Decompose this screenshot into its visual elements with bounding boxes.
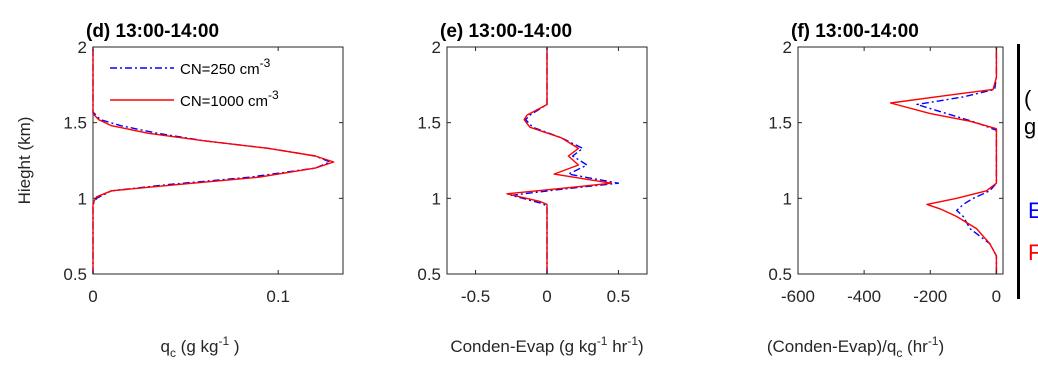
series-line-d-cn1000	[92, 47, 335, 274]
y-tick-label-f: 1	[783, 189, 792, 208]
legend-label-cn1000: CN=1000 cm-3	[180, 88, 279, 110]
series-line-e-cn250	[510, 47, 620, 274]
x-tick-label-e: -0.5	[461, 287, 490, 306]
panel-f: 0.5 1 1.5 2 -600 -400 -200 0 (f) 13:00-14:00 (Con…	[767, 21, 1004, 360]
series-line-e-cn1000	[506, 47, 612, 274]
panel-e: 0.5 1 1.5 2 -0.5 0 0.5 (e) 13:00-14:00 Conden-Ev…	[417, 21, 648, 356]
legend: CN=250 cm-3 CN=1000 cm-3	[110, 56, 279, 110]
y-tick-label-d: 2	[78, 38, 87, 57]
axes-box-f	[797, 46, 1004, 275]
axes-box-d	[92, 46, 344, 275]
series-line-f-cn1000	[889, 47, 998, 274]
x-tick-label-f: 0	[992, 287, 1001, 306]
y-tick-label-e: 1	[432, 189, 441, 208]
series-line-f-cn250	[916, 47, 998, 274]
y-tick-label-d: 1.5	[63, 114, 87, 133]
y-axis-label: Hieght (km)	[15, 117, 34, 205]
legend-label-cn250: CN=250 cm-3	[180, 56, 271, 78]
x-axis-label-d: qc (g kg-1 )	[160, 334, 239, 360]
series-line-d-cn250	[92, 47, 331, 274]
y-tick-label-e: 0.5	[417, 265, 441, 284]
x-tick-label-d: 0	[88, 287, 97, 306]
x-tick-label-f: -400	[847, 287, 881, 306]
right-bracket-line	[1017, 44, 1020, 299]
x-tick-label-f: -600	[781, 287, 815, 306]
panel-d: 0.5 1 1.5 2 0 0.1 (d) 13:00-14:00 qc (g kg-1 ) H…	[15, 21, 344, 360]
panel-title-e: (e) 13:00-14:00	[440, 21, 572, 42]
cut-off-text-red: F	[1028, 240, 1038, 265]
cut-off-text-middle: g	[1024, 114, 1037, 139]
panel-title-f: (f) 13:00-14:00	[791, 21, 919, 42]
y-tick-label-f: 2	[783, 38, 792, 57]
x-tick-label-d: 0.1	[266, 287, 290, 306]
y-tick-label-e: 2	[432, 38, 441, 57]
y-tick-label-e: 1.5	[417, 114, 441, 133]
x-tick-label-f: -200	[913, 287, 947, 306]
x-tick-label-e: 0	[542, 287, 551, 306]
cut-off-text-top: (	[1024, 86, 1032, 111]
y-tick-label-f: 0.5	[768, 265, 792, 284]
y-tick-label-d: 0.5	[63, 265, 87, 284]
panel-title-d: (d) 13:00-14:00	[86, 21, 219, 42]
x-axis-label-e: Conden-Evap (g kg-1 hr-1)	[450, 334, 643, 356]
x-axis-label-f: (Conden-Evap)/qc (hr-1)	[767, 334, 944, 360]
y-tick-label-d: 1	[78, 189, 87, 208]
cut-off-text-blue: E	[1028, 198, 1038, 223]
y-tick-label-f: 1.5	[768, 114, 792, 133]
x-tick-label-e: 0.5	[607, 287, 631, 306]
